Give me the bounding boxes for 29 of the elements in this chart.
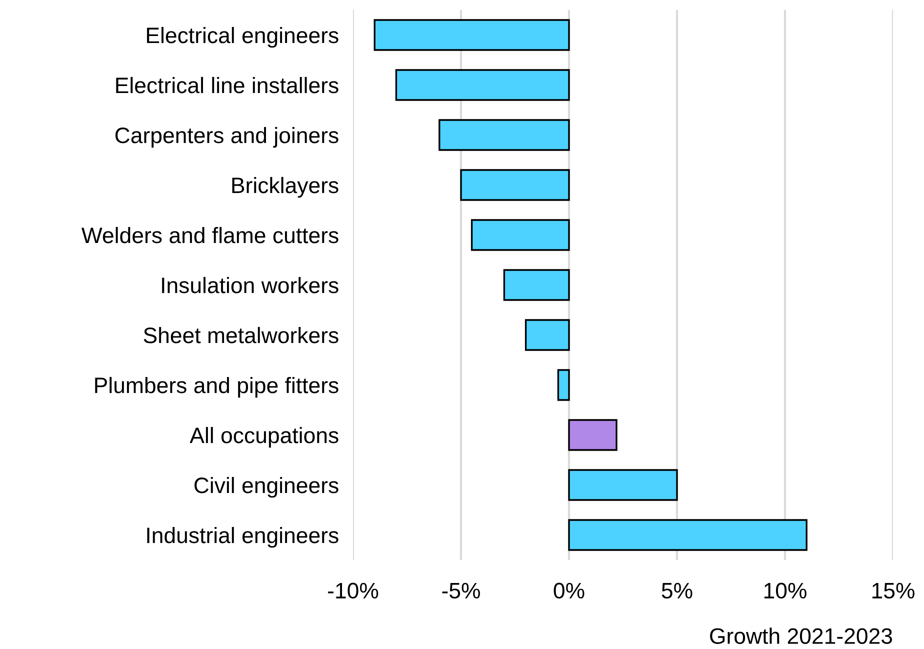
bar	[503, 269, 570, 301]
x-tick-label: -10%	[328, 582, 378, 599]
x-tick-label: 0%	[554, 582, 584, 599]
y-tick-label: Sheet metalworkers	[144, 326, 338, 344]
bar	[524, 319, 570, 351]
y-tick-label: Plumbers and pipe fitters	[95, 376, 338, 398]
x-tick-label: 15%	[872, 582, 914, 599]
y-tick-label: All occupations	[190, 426, 338, 448]
bar	[568, 419, 618, 451]
x-axis-title: Growth 2021-2023	[710, 628, 892, 644]
y-tick-label: Bricklayers	[232, 176, 338, 198]
x-tick-label: 10%	[764, 582, 806, 599]
bar	[557, 369, 570, 401]
y-tick-label: Carpenters and joiners	[115, 126, 338, 148]
bar	[470, 219, 570, 251]
y-tick-label: Electrical line installers	[116, 76, 338, 94]
bar	[568, 469, 678, 501]
x-tick-label: -5%	[442, 582, 480, 599]
y-tick-label: Welders and flame cutters	[81, 226, 338, 244]
bar	[568, 519, 808, 551]
bar	[460, 169, 570, 201]
y-tick-label: Civil engineers	[194, 476, 338, 498]
bar	[438, 119, 570, 151]
y-tick-label: Insulation workers	[162, 276, 338, 294]
y-tick-label: Industrial engineers	[147, 526, 338, 548]
y-tick-label: Electrical engineers	[147, 26, 338, 48]
x-tick-label: 5%	[662, 582, 692, 599]
bar	[395, 69, 570, 101]
bar	[374, 19, 570, 51]
